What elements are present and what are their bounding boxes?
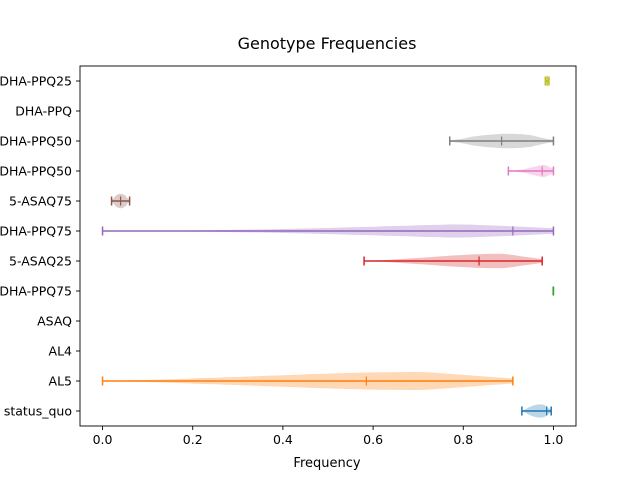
y-tick-label: 5-ASAQ25 (9, 254, 72, 269)
y-tick-label: 5-ASAQ75 (9, 194, 72, 209)
chart-title: Genotype Frequencies (238, 34, 417, 53)
y-tick-label: DHA-PPQ (15, 104, 72, 119)
y-tick-label: AL5 (49, 374, 72, 389)
y-tick-label: DHA-PPQ50 (0, 134, 72, 149)
x-tick-label: 0.8 (453, 432, 473, 447)
y-tick-label: DHA-PPQ75 (0, 224, 72, 239)
y-tick-label: DHA-PPQ50 (0, 164, 72, 179)
y-tick-label: ASAQ (37, 314, 72, 329)
y-tick-label: status_quo (4, 404, 72, 419)
x-tick-label: 0.4 (273, 432, 293, 447)
y-tick-label: AL4 (49, 344, 73, 359)
y-tick-label: DHA-PPQ75 (0, 284, 72, 299)
y-tick-label: DHA-PPQ25 (0, 74, 72, 89)
x-tick-label: 0.6 (363, 432, 383, 447)
x-tick-label: 0.2 (183, 432, 203, 447)
plot-area: 0.0 0.2 0.4 0.6 0.8 1.0 status_quo AL5 AL4 ASAQ DH… (0, 65, 577, 447)
x-tick-label: 1.0 (544, 432, 564, 447)
plot-frame (79, 65, 577, 427)
x-axis-label: Frequency (293, 456, 360, 471)
x-tick-label: 0.0 (93, 432, 113, 447)
